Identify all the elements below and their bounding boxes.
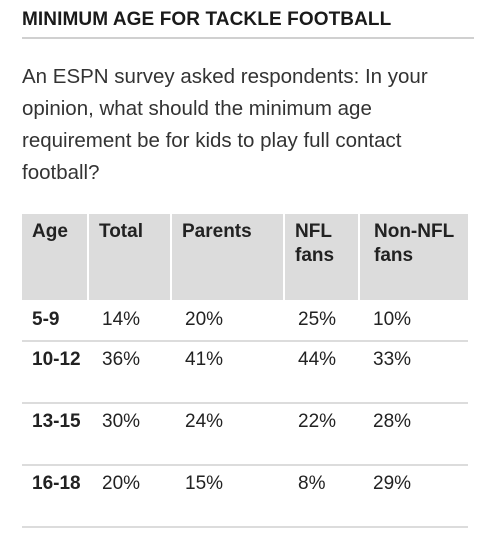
column-header-age: Age [22,214,88,300]
cell-parents: 41% [171,341,284,404]
cell-age: 16-18 [22,465,88,528]
page-title: MINIMUM AGE FOR TACKLE FOOTBALL [22,9,392,30]
table-header: Age Total Parents NFL fans Non-NFL fans [22,214,468,300]
table-header-row: Age Total Parents NFL fans Non-NFL fans [22,214,468,300]
table-row: 5-9 14% 20% 25% 10% [22,300,468,342]
cell-non-nfl-fans: 28% [359,403,468,466]
cell-non-nfl-fans: 29% [359,465,468,528]
cell-nfl-fans: 22% [284,403,359,466]
column-header-nfl-fans: NFL fans [283,214,359,300]
cell-parents: 24% [171,403,284,466]
column-header-total: Total [87,214,171,300]
cell-total: 20% [88,465,171,528]
survey-results-table: Age Total Parents NFL fans Non-NFL fans … [22,214,468,528]
cell-total: 14% [88,300,171,342]
cell-total: 30% [88,403,171,466]
cell-non-nfl-fans: 33% [359,341,468,404]
cell-non-nfl-fans: 10% [359,300,468,342]
table-row: 16-18 20% 15% 8% 29% [22,465,468,528]
cell-age: 10-12 [22,341,88,404]
cell-total: 36% [88,341,171,404]
table-body: 5-9 14% 20% 25% 10% 10-12 36% 41% 44% 33… [22,300,468,528]
table-row: 13-15 30% 24% 22% 28% [22,403,468,466]
cell-nfl-fans: 44% [284,341,359,404]
title-divider [22,37,474,39]
cell-age: 5-9 [22,300,88,342]
cell-parents: 15% [171,465,284,528]
column-header-parents: Parents [170,214,284,300]
survey-description: An ESPN survey asked respondents: In you… [22,65,428,184]
survey-table-container: Age Total Parents NFL fans Non-NFL fans … [22,214,468,528]
cell-age: 13-15 [22,403,88,466]
column-header-non-nfl-fans: Non-NFL fans [358,214,468,300]
cell-nfl-fans: 25% [284,300,359,342]
cell-parents: 20% [171,300,284,342]
cell-nfl-fans: 8% [284,465,359,528]
table-row: 10-12 36% 41% 44% 33% [22,341,468,404]
